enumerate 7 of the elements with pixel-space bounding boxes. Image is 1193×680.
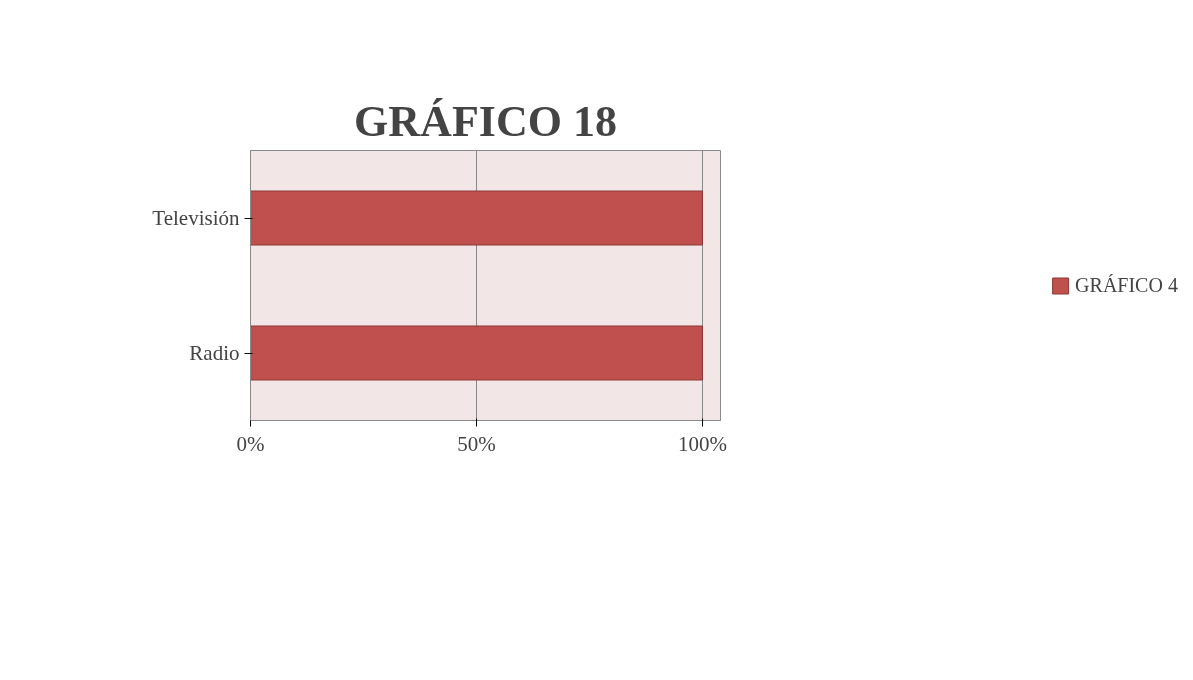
- legend-label: GRÁFICO 4: [1075, 273, 1178, 297]
- chart-title: GRÁFICO 18: [354, 96, 617, 146]
- y-tick-label: Televisión: [152, 206, 240, 230]
- x-tick-label: 100%: [677, 431, 727, 456]
- y-tick-label: Radio: [189, 341, 240, 365]
- x-tick-label: 0%: [236, 431, 265, 456]
- x-tick-label: 50%: [457, 431, 496, 456]
